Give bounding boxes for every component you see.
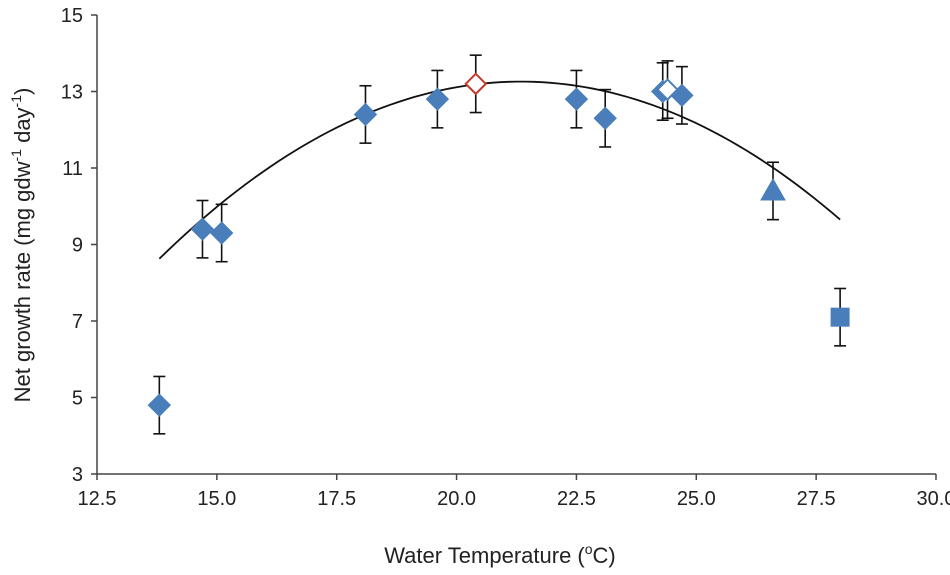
y-tick-label: 3 [72,464,83,486]
x-tick-label: 15.0 [197,488,236,510]
data-point-diamond [593,106,617,130]
y-tick-label: 5 [72,388,83,410]
y-tick-label: 7 [72,311,83,333]
x-tick-label: 22.5 [557,488,596,510]
y-ticks: 3 5 7 9 11 13 15 [61,5,97,486]
data-point-diamond [670,83,694,108]
data-point-diamond [353,102,378,127]
y-tick-label: 15 [61,5,83,27]
x-tick-label: 30.0 [917,488,950,510]
x-axis-title: Water Temperature (oC) [384,541,616,568]
y-axis-title: Net growth rate (mg gdw-1 day-1) [8,88,35,403]
data-point-diamond [425,87,450,111]
data-point-diamond [190,217,215,241]
x-tick-label: 27.5 [797,488,836,510]
axes [96,15,936,475]
y-tick-label: 13 [61,82,83,104]
x-tick-label: 25.0 [677,488,716,510]
fit-curve-layer [158,80,841,260]
x-tick-label: 20.0 [437,488,476,510]
data-point-diamond [209,221,234,245]
error-bars [153,54,847,435]
y-tick-label: 9 [72,235,83,257]
x-tick-label: 12.5 [78,488,117,510]
y-tick-label: 11 [62,158,83,180]
fit-curve [158,80,841,260]
x-tick-label: 17.5 [317,488,356,510]
data-point-triangle [760,177,786,201]
data-point-diamond [147,393,172,417]
x-ticks: 12.5 15.0 17.5 20.0 22.5 25.0 27.5 30.0 [78,474,950,510]
data-point-diamond [564,87,589,111]
data-point-open-diamond [464,72,488,96]
data-point-square [830,307,850,327]
data-points [147,72,850,417]
